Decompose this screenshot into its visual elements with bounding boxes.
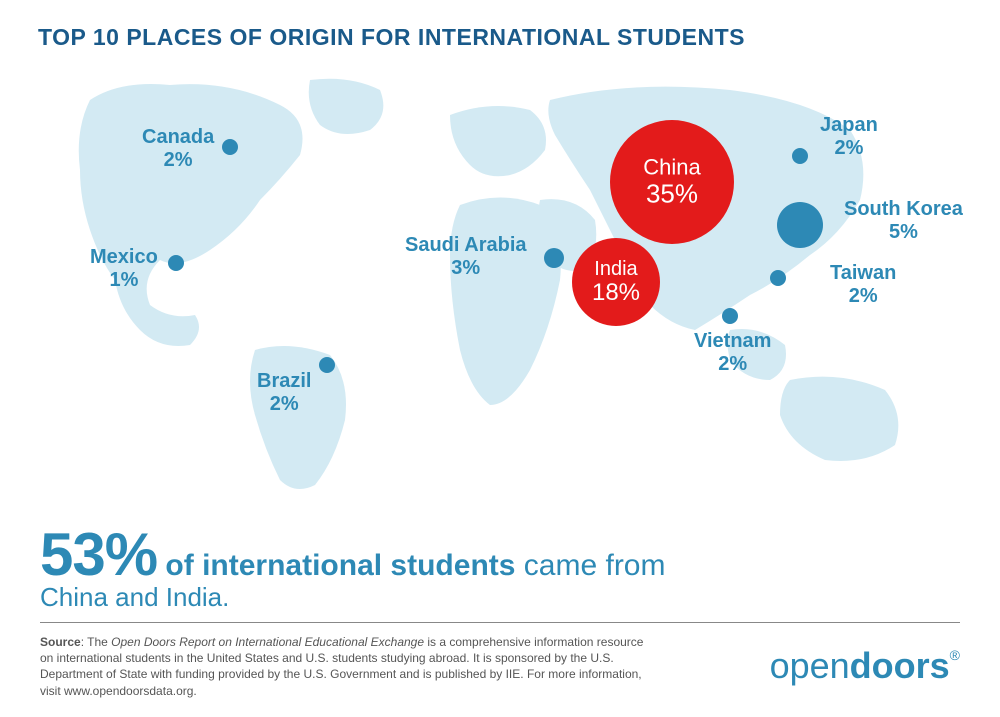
- country-label-mexico: Mexico1%: [90, 246, 158, 292]
- divider-line: [40, 622, 960, 623]
- country-label-saudi-arabia: Saudi Arabia3%: [405, 234, 527, 280]
- page-title: TOP 10 PLACES OF ORIGIN FOR INTERNATIONA…: [38, 24, 745, 51]
- country-dot-south-korea: [777, 202, 823, 248]
- logo-part2: doors: [850, 645, 950, 686]
- country-label-vietnam: Vietnam2%: [694, 330, 771, 376]
- country-dot-brazil: [319, 357, 335, 373]
- country-label-canada: Canada2%: [142, 126, 214, 172]
- source-report-name: Open Doors Report on International Educa…: [111, 635, 424, 649]
- stat-text-plain: came from: [515, 549, 665, 582]
- country-dot-canada: [222, 139, 238, 155]
- stat-text-bold: of international students: [157, 549, 515, 582]
- headline-stat-line2: China and India.: [40, 582, 229, 613]
- country-label: China35%: [643, 156, 700, 209]
- country-dot-india: India18%: [572, 238, 660, 326]
- world-map: Canada2% Mexico1% Brazil2% Saudi Arabia3% Ch…: [30, 70, 970, 500]
- logo-registered: ®: [950, 647, 960, 663]
- country-dot-china: China35%: [610, 120, 734, 244]
- source-before: : The: [81, 635, 111, 649]
- country-label-brazil: Brazil2%: [257, 370, 311, 416]
- country-label-south-korea: South Korea5%: [844, 198, 963, 244]
- country-label: India18%: [592, 258, 640, 306]
- country-dot-japan: [792, 148, 808, 164]
- country-dot-vietnam: [722, 308, 738, 324]
- country-label-japan: Japan2%: [820, 114, 878, 160]
- opendoors-logo: opendoors®: [770, 645, 960, 687]
- source-label: Source: [40, 635, 81, 649]
- country-dot-mexico: [168, 255, 184, 271]
- headline-stat: 53% of international students came from: [40, 520, 665, 589]
- country-dot-taiwan: [770, 270, 786, 286]
- logo-part1: open: [770, 645, 850, 686]
- country-label-taiwan: Taiwan2%: [830, 262, 896, 308]
- country-dot-saudi-arabia: [544, 248, 564, 268]
- source-text: Source: The Open Doors Report on Interna…: [40, 634, 660, 699]
- stat-percent: 53%: [40, 521, 157, 588]
